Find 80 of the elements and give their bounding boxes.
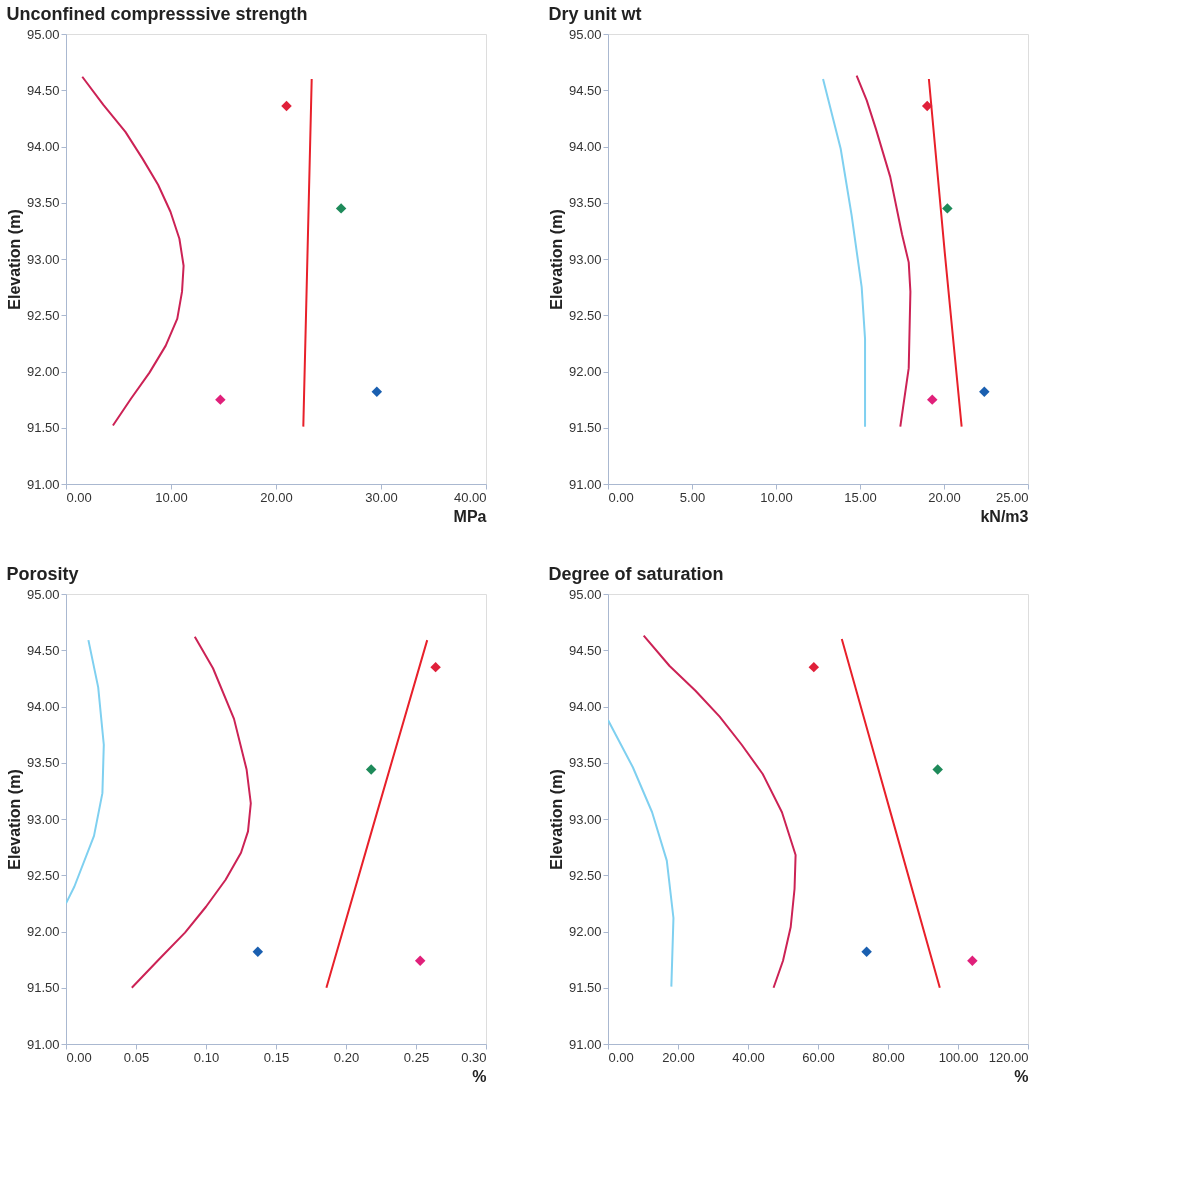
y-axis-title: Elevation (m) — [547, 209, 565, 310]
line-series — [81, 75, 185, 427]
x-axis-title: kN/m3 — [980, 507, 1029, 525]
y-tick-label: 94.50 — [568, 82, 602, 98]
y-tick-label: 93.00 — [26, 811, 60, 827]
x-tick-label: 0.10 — [193, 1049, 220, 1065]
line-series — [642, 634, 797, 989]
y-tick-label: 91.50 — [568, 420, 602, 436]
y-tick-label: 95.00 — [26, 586, 60, 602]
y-tick-label: 91.50 — [26, 980, 60, 996]
y-tick-label: 92.00 — [568, 924, 602, 939]
y-tick-label: 95.00 — [26, 26, 60, 42]
x-tick-label: 25.00 — [995, 489, 1029, 505]
x-tick-label: 15.00 — [844, 489, 877, 505]
chart-title: Degree of saturation — [548, 564, 724, 584]
x-tick-label: 0.00 — [66, 1049, 92, 1065]
y-tick-label: 91.00 — [568, 476, 602, 492]
y-tick-label: 92.50 — [568, 307, 602, 323]
x-tick-label: 30.00 — [365, 489, 398, 505]
x-tick-label: 5.00 — [679, 489, 706, 505]
y-tick-label: 93.50 — [568, 755, 602, 771]
x-tick-label: 100.00 — [938, 1049, 979, 1065]
y-tick-label: 92.50 — [26, 867, 60, 883]
x-tick-label: 10.00 — [760, 489, 793, 505]
y-tick-label: 94.00 — [26, 699, 60, 714]
x-tick-label: 0.00 — [66, 489, 92, 505]
y-tick-label: 91.50 — [26, 420, 60, 436]
y-tick-label: 93.00 — [568, 811, 602, 827]
x-tick-label: 0.05 — [123, 1049, 150, 1065]
x-tick-label: 40.00 — [732, 1049, 765, 1065]
y-tick-label: 91.00 — [26, 1036, 60, 1052]
y-tick-label: 93.50 — [26, 195, 60, 211]
x-tick-label: 20.00 — [928, 489, 961, 505]
x-tick-label: 0.15 — [263, 1049, 290, 1065]
y-tick-label: 93.50 — [26, 755, 60, 771]
line-series — [608, 719, 675, 988]
y-tick-label: 92.00 — [26, 924, 60, 939]
line-series — [855, 74, 912, 428]
x-tick-label: 10.00 — [155, 489, 188, 505]
x-tick-label: 40.00 — [453, 489, 487, 505]
x-tick-label: 80.00 — [872, 1049, 905, 1065]
y-tick-label: 95.00 — [568, 26, 602, 42]
x-tick-label: 60.00 — [802, 1049, 835, 1065]
y-tick-label: 94.50 — [568, 642, 602, 658]
y-tick-label: 94.00 — [568, 139, 602, 154]
y-tick-label: 91.00 — [568, 1036, 602, 1052]
chart-title: Porosity — [6, 564, 79, 584]
line-series — [822, 78, 867, 428]
chart-title: Dry unit wt — [548, 4, 642, 24]
y-tick-label: 93.50 — [568, 195, 602, 211]
y-tick-label: 91.00 — [26, 476, 60, 492]
y-tick-label: 94.00 — [568, 699, 602, 714]
y-tick-label: 92.00 — [26, 364, 60, 379]
y-tick-label: 92.50 — [26, 307, 60, 323]
x-tick-label: 0.00 — [608, 1049, 634, 1065]
y-tick-label: 94.50 — [26, 642, 60, 658]
chart-title: Unconfined compresssive strength — [6, 4, 308, 24]
x-axis-title: % — [1014, 1067, 1029, 1085]
x-tick-label: 20.00 — [260, 489, 293, 505]
line-series — [130, 635, 252, 989]
y-tick-label: 95.00 — [568, 586, 602, 602]
line-series — [66, 639, 105, 905]
x-tick-label: 0.25 — [403, 1049, 430, 1065]
y-axis-title: Elevation (m) — [5, 769, 23, 870]
y-tick-label: 94.50 — [26, 82, 60, 98]
y-tick-label: 92.00 — [568, 364, 602, 379]
x-tick-label: 0.30 — [461, 1049, 487, 1065]
x-tick-label: 0.20 — [333, 1049, 360, 1065]
y-tick-label: 94.00 — [26, 139, 60, 154]
y-tick-label: 93.00 — [568, 251, 602, 267]
x-tick-label: 20.00 — [662, 1049, 695, 1065]
y-tick-label: 93.00 — [26, 251, 60, 267]
x-axis-title: MPa — [453, 507, 487, 525]
x-tick-label: 0.00 — [608, 489, 634, 505]
y-tick-label: 91.50 — [568, 980, 602, 996]
y-tick-label: 92.50 — [568, 867, 602, 883]
x-axis-title: % — [472, 1067, 487, 1085]
y-axis-title: Elevation (m) — [547, 769, 565, 870]
y-axis-title: Elevation (m) — [5, 209, 23, 310]
x-tick-label: 120.00 — [988, 1049, 1029, 1065]
